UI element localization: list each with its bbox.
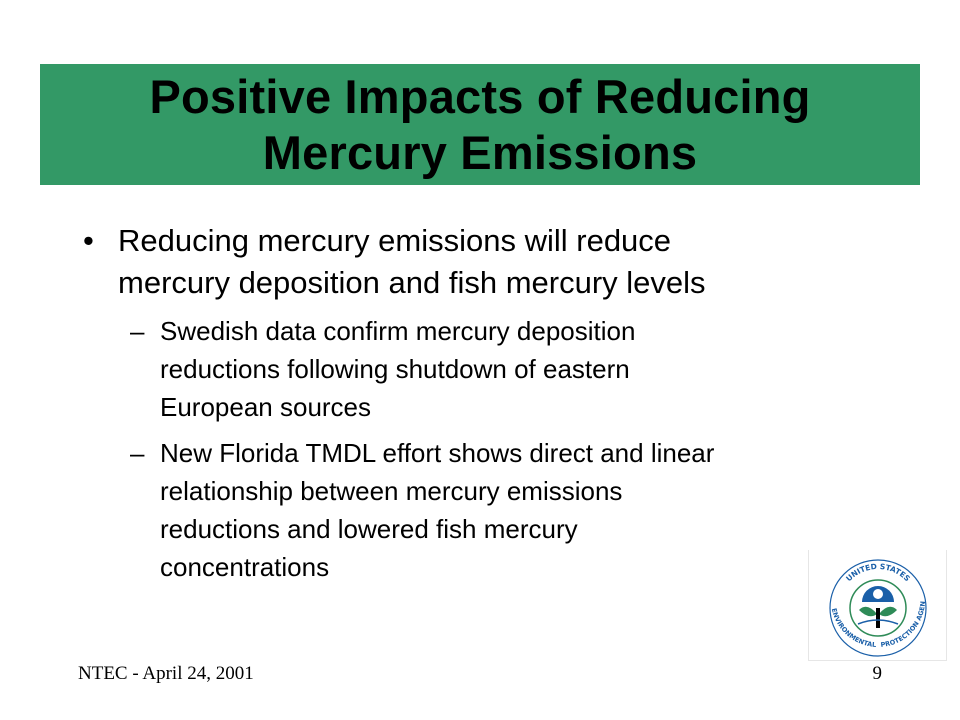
sub-bullet-marker: – xyxy=(130,316,145,346)
slide-title-line-1: Positive Impacts of Reducing xyxy=(149,69,811,123)
sub-bullet-marker: – xyxy=(130,438,145,468)
slide-title-line-2: Mercury Emissions xyxy=(262,125,698,179)
main-bullet-line-2: mercury deposition and fish mercury leve… xyxy=(118,265,706,300)
footer-date: NTEC - April 24, 2001 xyxy=(78,663,254,684)
page-number: 9 xyxy=(872,663,883,684)
sub-bullet-1-line-1: Swedish data confirm mercury deposition xyxy=(160,316,636,346)
sub-bullet-2-line-4: concentrations xyxy=(160,552,330,582)
epa-seal-icon: UNITED STATES ENVIRONMENTAL PROTECTION A… xyxy=(809,550,927,657)
bullet-marker: • xyxy=(83,223,94,258)
main-bullet-line-1: Reducing mercury emissions will reduce xyxy=(118,223,672,258)
sub-bullet-2-line-2: relationship between mercury emissions xyxy=(160,476,623,506)
sub-bullet-1-line-2: reductions following shutdown of eastern xyxy=(160,354,630,384)
sub-bullet-2-line-1: New Florida TMDL effort shows direct and… xyxy=(160,438,715,468)
epa-seal: UNITED STATES ENVIRONMENTAL PROTECTION A… xyxy=(808,550,947,661)
title-banner: Positive Impacts of Reducing Mercury Emi… xyxy=(40,64,920,185)
sub-bullet-2-line-3: reductions and lowered fish mercury xyxy=(160,514,578,544)
sub-bullet-1-line-3: European sources xyxy=(160,392,372,422)
